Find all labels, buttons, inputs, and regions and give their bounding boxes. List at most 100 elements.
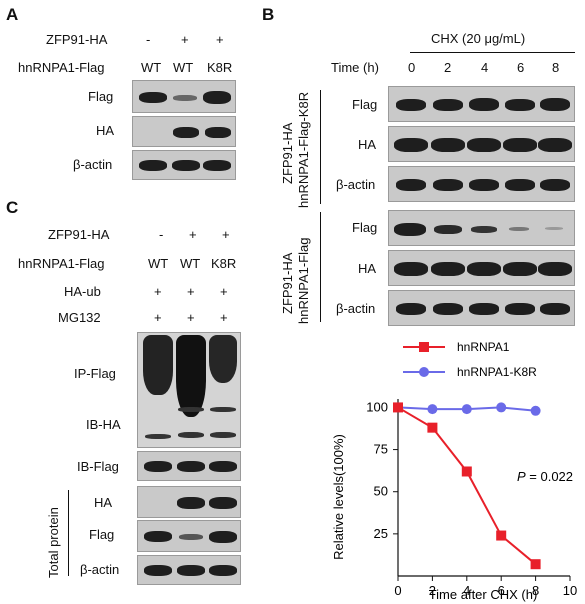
band xyxy=(503,262,537,276)
legend-marker-hnRNPA1-K8R xyxy=(419,367,429,377)
band xyxy=(433,179,463,191)
data-point-hnRNPA1 xyxy=(427,422,438,433)
panel-b-g2-actin-label: β-actin xyxy=(336,301,376,316)
panel-b-time-6: 6 xyxy=(517,60,525,75)
band xyxy=(545,227,563,230)
smear xyxy=(209,335,237,383)
panel-b-time-4: 4 xyxy=(481,60,489,75)
band xyxy=(178,407,204,412)
data-point-hnRNPA1-K8R xyxy=(530,405,541,416)
band xyxy=(205,127,231,138)
panel-a-zfp91-lane1: - xyxy=(146,32,151,47)
band xyxy=(178,432,204,438)
series-line-hnRNPA1 xyxy=(397,406,537,565)
band xyxy=(509,227,529,231)
panel-c-mg132-label: MG132 xyxy=(58,310,101,325)
panel-b-g1-blot-ha xyxy=(388,126,575,162)
data-point-hnRNPA1-K8R xyxy=(427,404,438,415)
band xyxy=(396,303,426,315)
band xyxy=(177,497,205,509)
panel-b-time-2: 2 xyxy=(444,60,452,75)
panel-a-blot-label-flag: Flag xyxy=(88,89,114,104)
panel-a-hnrnpa1-lane1: WT xyxy=(141,60,162,75)
smear xyxy=(143,335,173,395)
band xyxy=(139,92,167,103)
panel-c-total-protein-label: Total protein xyxy=(46,507,61,578)
band xyxy=(540,303,570,315)
panel-c-haub-lane3: + xyxy=(220,284,228,299)
panel-c-total-ha-label: HA xyxy=(94,495,113,510)
band xyxy=(145,434,171,439)
chart-y-axis-label: Relative levels(100%) xyxy=(331,434,346,560)
band xyxy=(144,461,172,472)
band xyxy=(540,98,570,111)
data-point-hnRNPA1 xyxy=(393,402,403,413)
panel-c-total-flag-label: Flag xyxy=(89,527,115,542)
p-rest: = 0.022 xyxy=(526,469,573,484)
data-point-hnRNPA1-K8R xyxy=(496,402,507,413)
panel-b-g1-flag-label: Flag xyxy=(352,97,378,112)
x-tick-label: 10 xyxy=(563,583,577,598)
chart-legend: hnRNPA1 hnRNPA1-K8R xyxy=(403,340,537,379)
band xyxy=(177,565,205,576)
panel-c-ip-flag-label: IP-Flag xyxy=(74,366,116,381)
panel-a-blot-flag xyxy=(132,80,236,113)
panel-c-ib-flag-label: IB-Flag xyxy=(77,459,119,474)
band xyxy=(538,262,572,276)
band xyxy=(505,179,535,191)
band xyxy=(209,565,237,576)
band xyxy=(431,138,465,152)
panel-b-g1-blot-flag xyxy=(388,86,575,122)
panel-b-g2-blot-flag xyxy=(388,210,575,246)
panel-a-zfp91-label: ZFP91-HA xyxy=(46,32,108,47)
panel-b-group1-line2: hnRNPA1-Flag-K8R xyxy=(296,91,311,208)
degradation-line-chart: hnRNPA1 hnRNPA1-K8R 0 2 4 6 8 10 25 50 75 100 Rela… xyxy=(331,340,577,602)
chart-p-value-annotation: P = 0.022 xyxy=(517,469,573,484)
legend-label-hnRNPA1-K8R: hnRNPA1-K8R xyxy=(457,365,537,379)
panel-c-zfp91-label: ZFP91-HA xyxy=(48,227,110,242)
panel-c-zfp91-lane3: + xyxy=(222,227,230,242)
band xyxy=(394,138,428,152)
band xyxy=(394,223,426,236)
panel-c-total-actin-label: β-actin xyxy=(80,562,120,577)
panel-a-hnrnpa1-label: hnRNPA1-Flag xyxy=(18,60,105,75)
panel-c-total-protein-bracket xyxy=(68,490,69,576)
y-tick-label: 75 xyxy=(374,442,388,457)
band xyxy=(434,225,462,234)
band xyxy=(209,531,237,543)
band xyxy=(467,262,501,276)
x-tick-label: 4 xyxy=(463,583,470,598)
panel-b-group2-line2: hnRNPA1-Flag xyxy=(296,237,311,324)
panel-b-g1-blot-actin xyxy=(388,166,575,202)
band xyxy=(433,99,463,111)
band xyxy=(471,226,497,233)
panel-b-g1-ha-label: HA xyxy=(358,137,377,152)
panel-a-zfp91-lane3: + xyxy=(216,32,224,47)
panel-c-letter: C xyxy=(6,198,19,217)
panel-c-blot-total-ha xyxy=(137,486,241,518)
panel-c-hnrnpa1-lane3: K8R xyxy=(211,256,237,271)
panel-c-hnrnpa1-label: hnRNPA1-Flag xyxy=(18,256,105,271)
band xyxy=(538,138,572,152)
band xyxy=(179,534,203,540)
band xyxy=(505,303,535,315)
panel-b-time-label: Time (h) xyxy=(331,60,379,75)
panel-b-g2-ha-label: HA xyxy=(358,261,377,276)
panel-a-blot-label-actin: β-actin xyxy=(73,157,113,172)
panel-c-hnrnpa1-lane2: WT xyxy=(180,256,201,271)
band xyxy=(172,160,200,171)
band xyxy=(431,262,465,276)
band xyxy=(505,99,535,111)
band xyxy=(469,98,499,111)
band xyxy=(144,565,172,576)
band xyxy=(540,179,570,191)
band xyxy=(144,531,172,542)
band xyxy=(469,179,499,191)
panel-b-treatment-line xyxy=(410,52,575,53)
x-tick-label: 2 xyxy=(429,583,436,598)
panel-c-haub-label: HA-ub xyxy=(64,284,101,299)
panel-a-blot-label-ha: HA xyxy=(96,123,115,138)
panel-b-g2-flag-label: Flag xyxy=(352,220,378,235)
panel-b-group1-bracket xyxy=(320,90,321,204)
band xyxy=(396,179,426,191)
